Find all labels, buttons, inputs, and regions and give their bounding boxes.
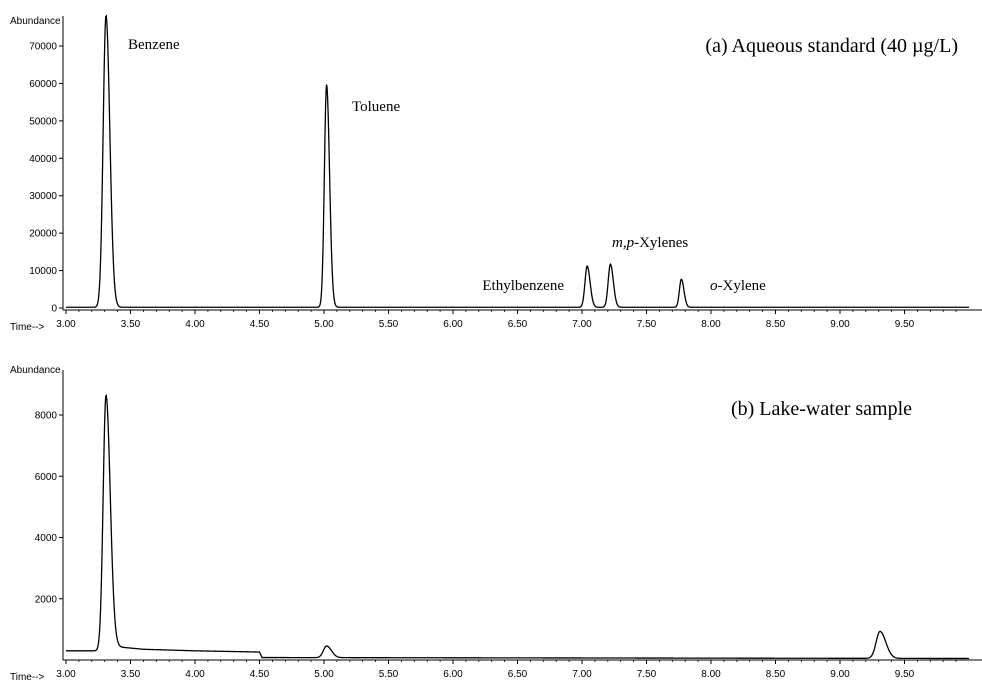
x-tick-label: 3.50	[121, 319, 141, 330]
x-tick-label: 9.50	[895, 669, 915, 680]
peak-label-text: Benzene	[128, 37, 180, 53]
x-tick-label: 9.00	[830, 669, 850, 680]
peak-label: o-Xylene	[710, 278, 766, 294]
x-tick-label: 3.00	[56, 319, 76, 330]
x-axis-label-a: Time-->	[10, 322, 45, 333]
chart-title-b: (b) Lake-water sample	[731, 398, 912, 420]
x-axis-label-b: Time-->	[10, 672, 45, 683]
x-tick-label: 5.50	[379, 319, 399, 330]
y-axis-label-a: Abundance	[10, 16, 61, 27]
chart-title-a: (a) Aqueous standard (40 µg/L)	[705, 35, 958, 57]
x-tick-label: 9.00	[830, 319, 850, 330]
y-tick-label: 10000	[29, 266, 57, 277]
y-tick-label: 2000	[35, 594, 58, 605]
peak-label-italic: o	[710, 278, 718, 294]
peak-label: Toluene	[352, 99, 400, 115]
y-tick-label: 20000	[29, 229, 57, 240]
y-tick-label: 30000	[29, 191, 57, 202]
x-tick-label: 4.00	[185, 319, 205, 330]
y-tick-label: 50000	[29, 116, 57, 127]
x-tick-label: 4.00	[185, 669, 205, 680]
y-tick-label: 40000	[29, 154, 57, 165]
x-tick-label: 8.00	[701, 319, 721, 330]
x-ticks-b: 3.00 3.50 4.00 4.50 5.00 5.50 6.00 6.50 7.00 7.50…	[56, 660, 957, 680]
peak-labels-a: BenzeneTolueneEthylbenzenem,p-Xyleneso-X…	[128, 37, 766, 294]
x-tick-label: 8.50	[766, 319, 786, 330]
series-line-b	[66, 393, 969, 660]
x-tick-label: 8.50	[766, 669, 786, 680]
x-tick-label: 8.00	[701, 669, 721, 680]
peak-label-text: Ethylbenzene	[482, 278, 564, 294]
x-tick-label: 6.50	[508, 669, 528, 680]
y-tick-label: 4000	[35, 533, 58, 544]
peak-label: m,p-Xylenes	[612, 235, 688, 251]
y-tick-label: 60000	[29, 79, 57, 90]
peak-label: Ethylbenzene	[482, 278, 564, 294]
x-tick-label: 6.00	[443, 319, 463, 330]
x-tick-label: 7.50	[637, 669, 657, 680]
y-tick-label: 6000	[35, 472, 58, 483]
x-tick-label: 7.50	[637, 319, 657, 330]
peak-label-italic: m,p	[612, 235, 635, 251]
x-tick-label: 5.00	[314, 669, 334, 680]
x-tick-label: 5.50	[379, 669, 399, 680]
y-tick-label: 0	[51, 304, 57, 315]
y-axis-label-b: Abundance	[10, 365, 61, 376]
x-ticks-a: 3.00 3.50 4.00 4.50 5.00 5.50 6.00 6.50 7.00 7.50…	[56, 310, 957, 330]
x-tick-label: 7.00	[572, 669, 592, 680]
peak-label-text: -Xylene	[718, 278, 767, 294]
chart-panel-a: Abundance Time--> (a) Aqueous standard (…	[10, 14, 982, 333]
x-tick-label: 3.50	[121, 669, 141, 680]
x-tick-label: 5.00	[314, 319, 334, 330]
peak-label: Benzene	[128, 37, 180, 53]
y-ticks-a: 0 10000 20000 30000 40000 50000 60000 70000	[29, 42, 63, 315]
series-line-a	[66, 14, 969, 308]
x-tick-label: 4.50	[250, 669, 270, 680]
x-tick-label: 6.50	[508, 319, 528, 330]
x-tick-label: 3.00	[56, 669, 76, 680]
chart-panel-b: Abundance Time--> (b) Lake-water sample …	[10, 365, 982, 683]
y-tick-label: 8000	[35, 411, 58, 422]
y-tick-label: 70000	[29, 42, 57, 53]
x-tick-label: 7.00	[572, 319, 592, 330]
peak-label-text: -Xylenes	[634, 235, 688, 251]
x-tick-label: 6.00	[443, 669, 463, 680]
x-tick-label: 9.50	[895, 319, 915, 330]
y-ticks-b: 2000 4000 6000 8000	[35, 411, 63, 605]
x-tick-label: 4.50	[250, 319, 270, 330]
peak-label-text: Toluene	[352, 99, 400, 115]
